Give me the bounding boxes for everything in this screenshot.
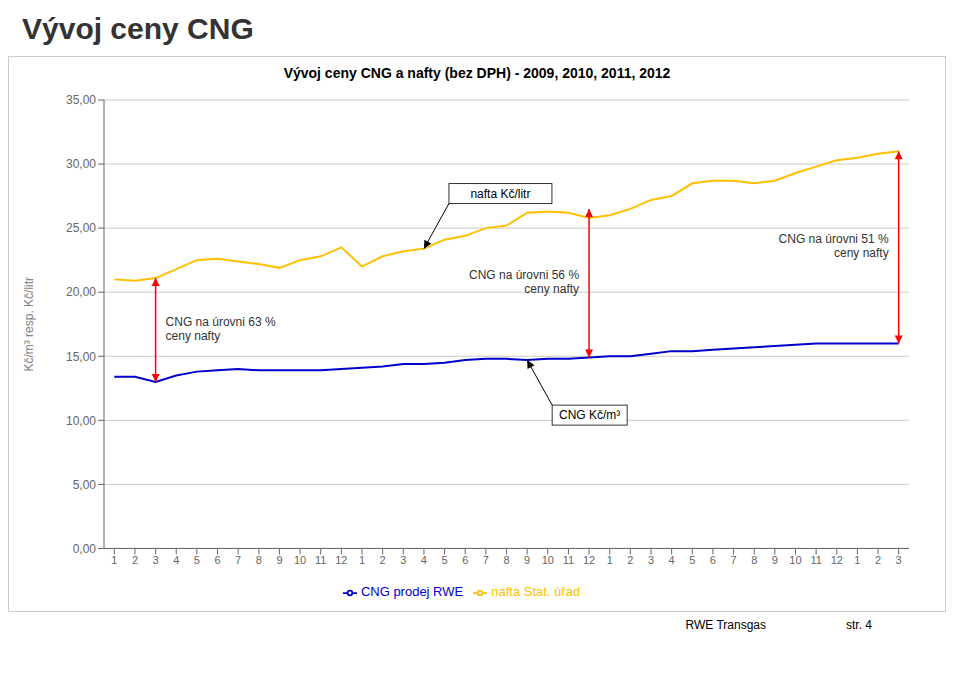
svg-text:5,00: 5,00 [73,478,97,492]
svg-text:6: 6 [710,554,716,566]
svg-text:5: 5 [442,554,448,566]
svg-text:nafta Kč/litr: nafta Kč/litr [470,187,530,201]
svg-text:20,00: 20,00 [66,285,96,299]
svg-text:11: 11 [563,554,574,566]
svg-text:4: 4 [173,554,179,566]
svg-text:9: 9 [524,554,530,566]
svg-text:15,00: 15,00 [66,350,96,364]
svg-text:2: 2 [380,554,386,566]
html-text:Vývoj ceny CNG: Vývoj ceny CNG [22,12,254,45]
svg-text:5: 5 [194,554,200,566]
svg-text:12: 12 [583,554,595,566]
svg-text:9: 9 [772,554,778,566]
svg-text:3: 3 [648,554,654,566]
svg-text:30,00: 30,00 [66,157,96,171]
svg-text:1: 1 [359,554,365,566]
svg-text:2: 2 [875,554,881,566]
svg-text:0,00: 0,00 [73,542,97,556]
svg-text:6: 6 [214,554,220,566]
svg-text:12: 12 [335,554,347,566]
html-text:Vývoj ceny CNG a nafty (bez DP: Vývoj ceny CNG a nafty (bez DPH) - 2009,… [283,65,671,81]
svg-text:CNG na úrovni 51 %ceny nafty: CNG na úrovni 51 %ceny nafty [779,233,889,261]
svg-text:2: 2 [627,554,633,566]
html-text:RWE Transgas: RWE Transgas [685,618,766,632]
svg-text:10: 10 [294,554,306,566]
svg-text:6: 6 [462,554,468,566]
svg-text:4: 4 [669,554,675,566]
svg-text:7: 7 [235,554,241,566]
svg-text:CNG na úrovni 56 %ceny nafty: CNG na úrovni 56 %ceny nafty [469,268,579,296]
svg-text:11: 11 [315,554,326,566]
svg-text:3: 3 [400,554,406,566]
svg-text:2: 2 [132,554,138,566]
svg-text:CNG na úrovni 63 %ceny nafty: CNG na úrovni 63 %ceny nafty [166,315,276,343]
svg-text:35,00: 35,00 [66,93,96,107]
html-text:CNG prodej RWE: CNG prodej RWE [360,584,464,600]
svg-text:3: 3 [896,554,902,566]
svg-text:1: 1 [854,554,860,566]
svg-text:7: 7 [730,554,736,566]
svg-text:11: 11 [810,554,821,566]
svg-text:8: 8 [751,554,757,566]
svg-text:1: 1 [111,554,117,566]
svg-text:12: 12 [831,554,843,566]
svg-text:Kč/m³ resp. Kč/litr: Kč/m³ resp. Kč/litr [22,277,36,372]
svg-text:3: 3 [153,554,159,566]
svg-text:10: 10 [789,554,801,566]
html-text:nafta Stat. úřad: nafta Stat. úřad [491,584,581,600]
html-text:str. 4: str. 4 [846,618,872,632]
svg-text:7: 7 [483,554,489,566]
svg-text:9: 9 [276,554,282,566]
svg-text:10: 10 [542,554,554,566]
svg-text:4: 4 [421,554,427,566]
svg-text:25,00: 25,00 [66,221,96,235]
svg-text:10,00: 10,00 [66,414,96,428]
svg-text:8: 8 [503,554,509,566]
svg-text:5: 5 [689,554,695,566]
svg-text:CNG Kč/m³: CNG Kč/m³ [559,408,620,422]
svg-text:8: 8 [256,554,262,566]
svg-text:1: 1 [607,554,613,566]
